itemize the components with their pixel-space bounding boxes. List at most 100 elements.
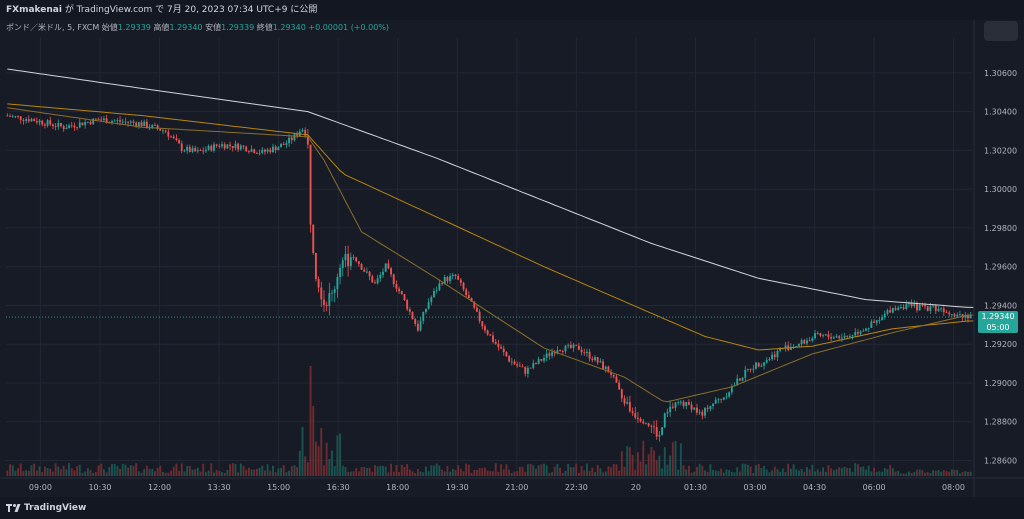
candle-body [153,124,156,126]
volume-bar [932,470,935,476]
volume-bar [379,465,382,476]
volume-bar [365,467,368,476]
bar-countdown: 05:00 [986,323,1010,333]
candle-body [277,147,280,151]
candle-body [462,282,465,290]
candle-body [642,421,645,424]
volume-bar [586,463,588,476]
volume-bar [682,465,685,476]
x-tick-label: 12:00 [148,483,171,492]
candle-body [425,308,427,312]
candle-body [416,323,419,331]
volume-bar [784,472,787,476]
volume-bar [572,467,575,476]
candle-body [765,360,768,363]
volume-bar [188,465,191,476]
volume-bar [484,467,486,476]
candle-body [213,144,215,151]
candle-body [156,125,159,129]
volume-bar [518,466,521,476]
volume-bar [610,467,613,476]
volume-bar [433,465,435,476]
y-tick-label: 1.29600 [984,263,1017,272]
candle-body [655,427,658,437]
tradingview-brand[interactable]: TradingView [6,501,86,515]
candle-body [441,283,443,285]
candle-body [932,305,935,307]
volume-bar [258,467,261,476]
volume-bar [333,465,336,476]
y-tick-label: 1.30600 [984,69,1017,78]
volume-bar [339,433,342,476]
candle-body [191,147,194,152]
volume-bar [808,469,811,476]
volume-bar [704,470,706,476]
x-tick-label: 04:30 [803,483,826,492]
candle-body [502,348,505,353]
y-tick-label: 1.29000 [984,379,1017,388]
candle-body [100,119,103,121]
candle-body [274,146,277,151]
volume-bar [27,470,30,476]
candle-body [586,351,588,353]
candle-body [341,260,344,268]
volume-bar [221,472,223,476]
volume-bar [245,469,248,476]
candle-body [25,119,28,121]
volume-bar [556,463,559,476]
volume-bar [591,467,594,476]
candle-body [556,350,559,354]
close-label: 終値 [256,23,273,32]
volume-bar [701,465,704,476]
symbol-name[interactable]: ポンド／米ドル, 5, FXCM [6,23,100,32]
candle-body [92,118,95,125]
publisher-name[interactable]: FXmakenai [6,5,62,15]
chart-menu-button[interactable] [984,21,1018,41]
candle-body [524,367,527,374]
volume-bar [167,472,170,476]
volume-bar [873,467,875,476]
volume-bar [792,464,795,476]
volume-bar [553,466,556,476]
volume-bar [435,463,438,476]
candle-body [950,314,953,316]
candle-body [862,330,865,332]
candle-body [620,389,623,399]
volume-bar [459,468,462,476]
volume-bar [323,465,325,476]
volume-bar [443,471,446,476]
x-tick-label: 06:00 [863,483,886,492]
x-tick-label: 19:30 [446,483,469,492]
candle-body [612,374,615,377]
candle-body [382,271,384,275]
volume-bar [191,469,194,476]
candle-body [610,372,613,375]
candle-body [781,348,784,350]
volume-bar [749,466,752,476]
volume-bar [11,465,14,476]
volume-bar [865,469,867,476]
volume-bar [92,472,95,476]
candle-body [336,277,339,290]
candle-body [245,146,248,152]
candle-body [720,399,723,401]
candle-body [269,149,272,153]
candle-body [910,303,913,307]
volume-bar [285,472,288,476]
x-tick-label: 08:00 [942,483,965,492]
volume-bar [508,469,511,476]
volume-bar [594,472,596,476]
candle-body [371,276,374,283]
candle-body [285,143,288,145]
volume-bar [411,471,414,476]
candle-body [250,149,253,152]
candle-body [103,118,105,120]
volume-bar [250,469,253,476]
candle-body [89,121,92,125]
y-tick-label: 1.28600 [984,456,1017,465]
candle-body [419,320,422,331]
candle-body [446,277,449,282]
candle-body [709,405,712,409]
volume-bar [234,463,237,476]
